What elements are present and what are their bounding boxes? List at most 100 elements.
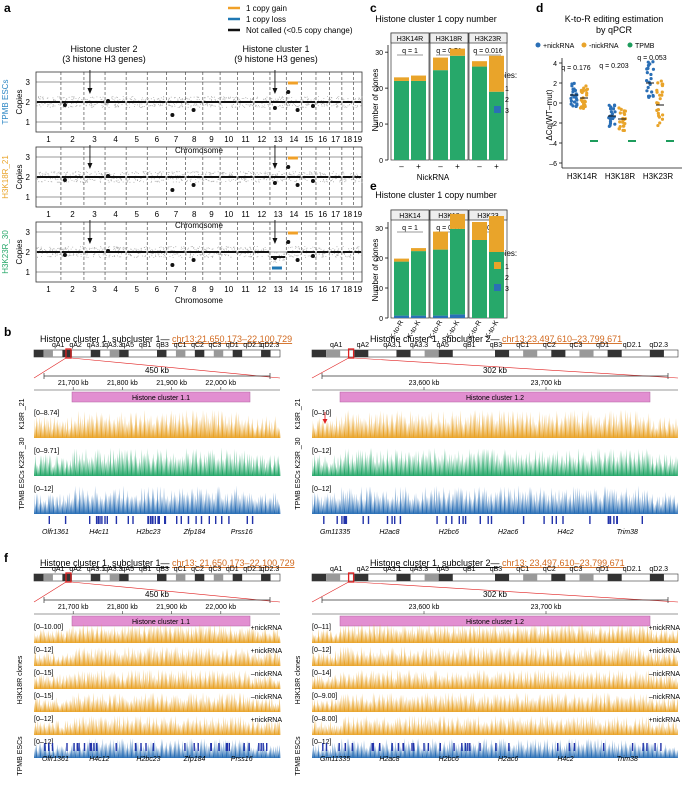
band-label: qC2	[191, 342, 204, 349]
cnv-chrom-label: 6	[155, 135, 160, 144]
panel-label-e: e	[370, 179, 377, 193]
data-point	[655, 101, 659, 105]
legend-swatch	[494, 95, 501, 102]
cnv-dot	[106, 174, 111, 178]
band-label: qC3	[570, 342, 583, 349]
track-range-label: [0–12]	[34, 486, 54, 493]
ideogram-band	[43, 350, 53, 357]
bar-segment	[411, 80, 426, 160]
bar-segment	[394, 77, 409, 81]
cnv-chrom-label: 15	[304, 135, 313, 144]
panel-d: d K-to-R editing estimation by qPCR +nic…	[535, 1, 682, 181]
band-label: qD2.1	[243, 566, 262, 573]
cnv-dot	[286, 165, 291, 169]
band-label: qA3.3	[410, 566, 428, 573]
panel-e-title: Histone cluster 1 copy number	[375, 190, 497, 200]
signal-track	[34, 669, 281, 689]
panel-label-b: b	[4, 325, 11, 339]
cnv-dot	[295, 183, 300, 187]
cnv-sample-label: TPMB ESCs	[1, 80, 10, 125]
track-range-label: [0–12]	[312, 448, 332, 455]
cnv-chrom-label: 1	[46, 210, 51, 219]
ideogram-band	[354, 574, 369, 581]
nick-label: +nickRNA	[649, 625, 681, 632]
facet-strip	[429, 32, 469, 44]
scale-ends	[43, 373, 271, 379]
bar-segment	[433, 315, 448, 318]
bar-segment	[450, 48, 465, 56]
annot-hc1-line1: Histone cluster 1	[242, 44, 309, 54]
signal-track	[312, 669, 678, 689]
ideogram-band	[213, 574, 224, 581]
cnv-chrom-label: 14	[289, 285, 298, 294]
x-tick-label: H3K23R	[643, 172, 673, 181]
gene-label: Olfr1361	[42, 756, 69, 763]
cnv-dot	[62, 103, 67, 107]
cnv-ytick: 3	[26, 78, 31, 87]
band-label: qA3.3	[410, 342, 428, 349]
ideogram-band	[90, 350, 101, 357]
panel-f-tracks: qA1 qA2 qA3.1 qA3.3 qA5 qB1 qB3 qC1 qC2 qC3 qD1 qD2…	[33, 566, 681, 763]
q-value: q = 0.176	[561, 65, 590, 72]
band-label: qB3	[490, 566, 503, 573]
band-label: qD2.3	[649, 342, 668, 349]
legend-swatch	[494, 262, 501, 269]
legend-tpmb: TPMB	[635, 43, 655, 50]
cnv-ytick: 2	[26, 173, 31, 182]
data-point	[608, 121, 613, 126]
data-point	[622, 112, 627, 116]
cnv-dot	[286, 240, 291, 244]
data-point	[622, 128, 626, 133]
signal-track	[312, 409, 678, 438]
zoom-line	[353, 357, 679, 379]
cnv-sample-label: H3K18R_21	[1, 155, 10, 199]
cnv-xlabel: Chromosome	[175, 221, 224, 230]
ideogram-band	[175, 574, 186, 581]
gene-models	[48, 516, 254, 524]
cnv-ytick: 1	[26, 268, 31, 277]
ideogram-band	[157, 350, 167, 357]
cnv-chrom-label: 4	[113, 210, 118, 219]
cnv-chrom-label: 8	[192, 210, 197, 219]
ideogram-band	[649, 574, 664, 581]
data-point	[618, 120, 622, 124]
cnv-chrom-label: 5	[134, 135, 139, 144]
legend-swatch	[494, 106, 501, 113]
cnv-dot	[170, 263, 175, 267]
data-point	[622, 124, 626, 128]
coord-tick-label: 22,000 kb	[205, 604, 236, 611]
track-range-label: [0–10.00]	[34, 624, 63, 631]
ideogram-band	[90, 574, 101, 581]
x-tick-label: H3K14R	[567, 172, 597, 181]
b-track-label-k18r-r: K18R _21	[295, 398, 302, 429]
data-point	[580, 100, 585, 104]
cnv-noise	[105, 172, 127, 183]
bar-segment	[411, 75, 426, 81]
panel-c-title: Histone cluster 1 copy number	[375, 14, 497, 24]
gene-models	[322, 743, 662, 751]
cnv-ytick: 1	[26, 118, 31, 127]
ideogram-band	[157, 574, 167, 581]
bar-segment	[411, 248, 426, 252]
b-track-label-k18r: K18R _21	[19, 398, 26, 429]
cnv-dot	[191, 108, 196, 112]
legend-loss: 1 copy loss	[246, 15, 286, 24]
cnv-chrom-label: 5	[134, 285, 139, 294]
band-label: qC1	[174, 566, 187, 573]
data-point	[645, 67, 649, 71]
data-point	[657, 115, 661, 119]
y-tick-label: 10	[375, 122, 383, 129]
track-range-label: [0–11]	[312, 624, 331, 631]
band-label: qD2.1	[623, 342, 642, 349]
data-point	[611, 116, 615, 121]
nick-label: +nickRNA	[649, 717, 681, 724]
ideogram-band	[551, 350, 566, 357]
ideogram-band	[326, 574, 341, 581]
track-range-label: [0–12]	[312, 647, 332, 654]
gene-label: Olfr1361	[42, 529, 69, 536]
track-range-label: [0–9.00]	[312, 693, 337, 700]
panel-c-ylabel: Number of clones	[371, 69, 380, 132]
bar-segment	[450, 314, 465, 318]
cnv-noise	[353, 173, 363, 183]
